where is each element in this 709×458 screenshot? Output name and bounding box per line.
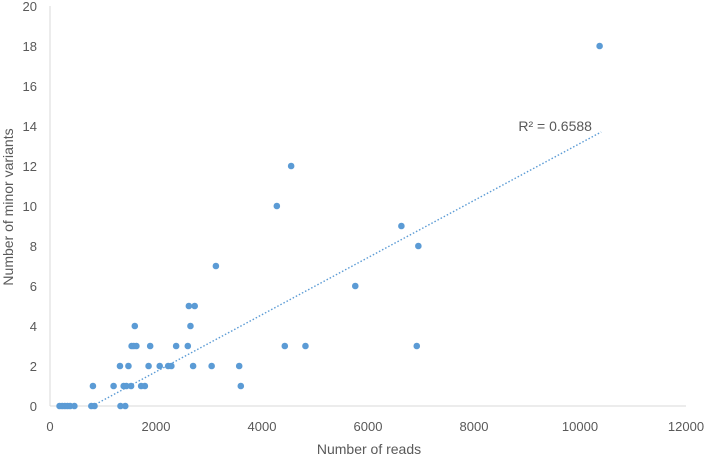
x-tick-label: 8000 [460,419,489,434]
data-point [116,362,124,370]
data-point [117,402,124,410]
data-point [189,362,197,370]
data-point [71,402,78,410]
y-axis-title: Number of minor variants [0,128,16,285]
data-point [187,322,194,330]
x-tick-label: 6000 [354,419,383,434]
y-tick-label: 2 [30,359,37,374]
data-points [56,42,603,410]
data-point [121,402,129,410]
data-point [127,382,135,390]
x-tick-label: 0 [46,419,53,434]
y-tick-label: 8 [30,239,37,254]
y-tick-label: 18 [23,39,37,54]
data-point [212,262,220,270]
data-point [125,362,132,370]
data-point [156,362,164,370]
data-point [168,362,175,370]
y-tick-label: 0 [30,399,37,414]
data-point [596,42,603,50]
data-point [398,222,405,230]
y-tick-label: 16 [23,79,37,94]
data-point [235,362,243,370]
x-axis-title: Number of reads [317,441,421,457]
x-tick-label: 12000 [668,419,704,434]
y-tick-label: 12 [23,159,37,174]
x-tick-label: 2000 [142,419,171,434]
x-tick-labels: 0 2000 4000 6000 8000 10000 12000 [46,419,704,434]
data-point [413,342,421,350]
data-point [110,382,117,390]
x-tick-label: 10000 [562,419,598,434]
y-tick-label: 20 [23,0,37,14]
data-point [123,382,130,390]
data-point [145,362,152,370]
data-point [131,322,139,330]
data-point [273,202,281,210]
y-tick-labels: 0 2 4 6 8 10 12 14 16 18 20 [23,0,37,414]
data-point [287,162,295,170]
data-point [89,382,97,390]
y-tick-label: 14 [23,119,37,134]
data-point [91,402,98,410]
data-point [281,342,289,350]
data-point [184,342,192,350]
data-point [172,342,180,350]
x-tick-label: 4000 [248,419,277,434]
y-tick-label: 10 [23,199,37,214]
data-point [415,242,422,250]
data-point [237,382,245,390]
data-point [191,302,198,310]
y-tick-label: 6 [30,279,37,294]
data-point [133,342,140,350]
y-tick-label: 4 [30,319,37,334]
data-point [146,342,154,350]
data-point [141,382,149,390]
data-point [351,282,359,290]
r-squared-annotation: R² = 0.6588 [518,118,592,134]
data-point [185,302,193,310]
data-point [208,362,215,370]
data-point [302,342,309,350]
